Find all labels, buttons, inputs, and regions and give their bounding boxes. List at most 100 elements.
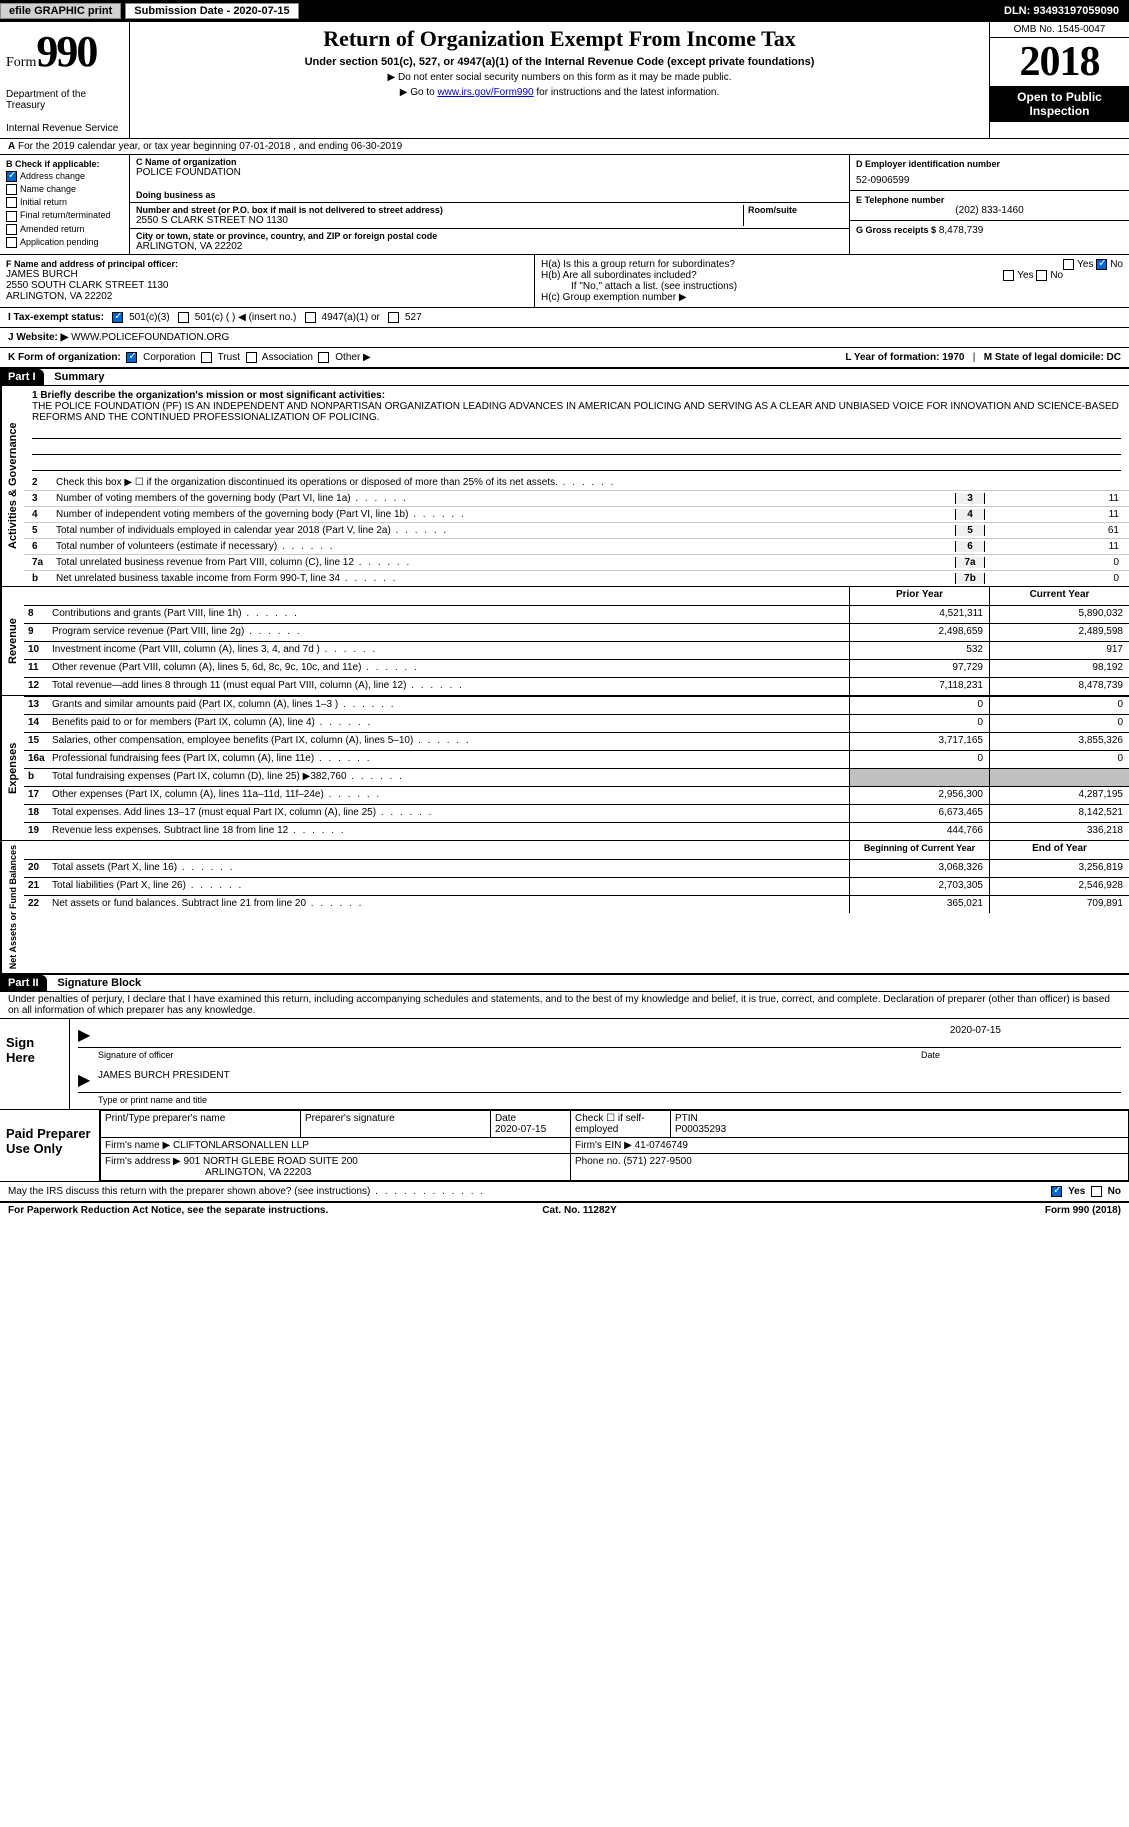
gov-line: bNet unrelated business taxable income f… (24, 570, 1129, 586)
instr-link: ▶ Go to www.irs.gov/Form990 for instruct… (138, 87, 981, 98)
phone: (202) 833-1460 (856, 205, 1123, 216)
gov-line: 5Total number of individuals employed in… (24, 522, 1129, 538)
form990-link[interactable]: www.irs.gov/Form990 (437, 87, 533, 98)
omb: OMB No. 1545-0047 (990, 22, 1129, 38)
chk-name-change[interactable] (6, 184, 17, 195)
firm-phone: (571) 227-9500 (623, 1156, 691, 1167)
side-revenue: Revenue (0, 587, 24, 695)
data-line: 18Total expenses. Add lines 13–17 (must … (24, 804, 1129, 822)
officer-name: JAMES BURCH (6, 269, 528, 280)
org-address: 2550 S CLARK STREET NO 1130 (136, 215, 743, 226)
discuss-yes[interactable] (1051, 1186, 1062, 1197)
data-line: 17Other expenses (Part IX, column (A), l… (24, 786, 1129, 804)
chk-4947[interactable] (305, 312, 316, 323)
beg-year-hdr: Beginning of Current Year (849, 841, 989, 859)
chk-corp[interactable] (126, 352, 137, 363)
gov-line: 2Check this box ▶ ☐ if the organization … (24, 475, 1129, 490)
data-line: bTotal fundraising expenses (Part IX, co… (24, 768, 1129, 786)
chk-501c[interactable] (178, 312, 189, 323)
side-balances: Net Assets or Fund Balances (0, 841, 24, 973)
end-year-hdr: End of Year (989, 841, 1129, 859)
i-row: I Tax-exempt status: 501(c)(3) 501(c) ( … (0, 308, 1129, 328)
data-line: 15Salaries, other compensation, employee… (24, 732, 1129, 750)
b-checkboxes: B Check if applicable: Address change Na… (0, 155, 130, 254)
open-inspection: Open to Public Inspection (990, 86, 1129, 122)
sig-date: 2020-07-15 (950, 1025, 1001, 1045)
prior-year-hdr: Prior Year (849, 587, 989, 605)
data-line: 11Other revenue (Part VIII, column (A), … (24, 659, 1129, 677)
discuss-row: May the IRS discuss this return with the… (0, 1181, 1129, 1201)
ha-no[interactable] (1096, 259, 1107, 270)
firm-ein: 41-0746749 (635, 1140, 688, 1151)
period-row: A For the 2019 calendar year, or tax yea… (0, 139, 1129, 155)
footer: For Paperwork Reduction Act Notice, see … (0, 1201, 1129, 1218)
discuss-no[interactable] (1091, 1186, 1102, 1197)
chk-initial[interactable] (6, 197, 17, 208)
section-fh: F Name and address of principal officer:… (0, 255, 1129, 308)
gov-line: 3Number of voting members of the governi… (24, 490, 1129, 506)
org-name: POLICE FOUNDATION (136, 167, 843, 178)
current-year-hdr: Current Year (989, 587, 1129, 605)
gov-line: 4Number of independent voting members of… (24, 506, 1129, 522)
ein: 52-0906599 (856, 175, 1123, 186)
tax-year: 2018 (990, 38, 1129, 86)
data-line: 22Net assets or fund balances. Subtract … (24, 895, 1129, 913)
subtitle: Under section 501(c), 527, or 4947(a)(1)… (138, 56, 981, 68)
k-row: K Form of organization: Corporation Trus… (0, 348, 1129, 369)
chk-address-change[interactable] (6, 171, 17, 182)
sign-here-block: Sign Here ▶2020-07-15 Signature of offic… (0, 1019, 1129, 1109)
data-line: 21Total liabilities (Part X, line 26)2,7… (24, 877, 1129, 895)
governance-section: Activities & Governance 1 Briefly descri… (0, 386, 1129, 587)
data-line: 12Total revenue—add lines 8 through 11 (… (24, 677, 1129, 695)
chk-amended[interactable] (6, 224, 17, 235)
balances-section: Net Assets or Fund Balances Beginning of… (0, 841, 1129, 975)
preparer-block: Paid Preparer Use Only Print/Type prepar… (0, 1109, 1129, 1181)
gov-line: 7aTotal unrelated business revenue from … (24, 554, 1129, 570)
d-e-g-block: D Employer identification number 52-0906… (849, 155, 1129, 254)
data-line: 9Program service revenue (Part VIII, lin… (24, 623, 1129, 641)
chk-assoc[interactable] (246, 352, 257, 363)
data-line: 14Benefits paid to or for members (Part … (24, 714, 1129, 732)
officer-name-title: JAMES BURCH PRESIDENT (98, 1070, 230, 1090)
part2-header: Part II Signature Block (0, 975, 1129, 992)
firm-name: CLIFTONLARSONALLEN LLP (173, 1140, 309, 1151)
header: Form990 Department of the Treasury Inter… (0, 22, 1129, 139)
chk-pending[interactable] (6, 237, 17, 248)
submission-date: Submission Date - 2020-07-15 (125, 3, 298, 19)
chk-final[interactable] (6, 211, 17, 222)
form-number: 990 (36, 27, 96, 76)
hb-yes[interactable] (1003, 270, 1014, 281)
side-governance: Activities & Governance (0, 386, 24, 586)
hb-no[interactable] (1036, 270, 1047, 281)
chk-501c3[interactable] (112, 312, 123, 323)
dln: DLN: 93493197059090 (1004, 5, 1129, 17)
expenses-section: Expenses 13Grants and similar amounts pa… (0, 696, 1129, 841)
chk-trust[interactable] (201, 352, 212, 363)
form-id-box: Form990 Department of the Treasury Inter… (0, 22, 130, 138)
data-line: 8Contributions and grants (Part VIII, li… (24, 605, 1129, 623)
section-b: B Check if applicable: Address change Na… (0, 155, 1129, 255)
revenue-section: Revenue Prior Year Current Year 8Contrib… (0, 587, 1129, 696)
part1-header: Part I Summary (0, 369, 1129, 386)
form-title: Return of Organization Exempt From Incom… (138, 26, 981, 52)
sig-declaration: Under penalties of perjury, I declare th… (0, 992, 1129, 1019)
side-expenses: Expenses (0, 696, 24, 840)
chk-527[interactable] (388, 312, 399, 323)
efile-print-button[interactable]: efile GRAPHIC print (0, 3, 121, 19)
ptin: P00035293 (675, 1124, 726, 1135)
irs: Internal Revenue Service (6, 123, 123, 134)
h-block: H(a) Is this a group return for subordin… (535, 255, 1129, 307)
mission-text: THE POLICE FOUNDATION (PF) IS AN INDEPEN… (32, 401, 1121, 423)
ha-yes[interactable] (1063, 259, 1074, 270)
website: WWW.POLICEFOUNDATION.ORG (71, 332, 229, 343)
preparer-table: Print/Type preparer's name Preparer's si… (100, 1110, 1129, 1181)
j-row: J Website: ▶ WWW.POLICEFOUNDATION.ORG (0, 328, 1129, 348)
f-block: F Name and address of principal officer:… (0, 255, 535, 307)
instr-ssn: ▶ Do not enter social security numbers o… (138, 72, 981, 83)
data-line: 16aProfessional fundraising fees (Part I… (24, 750, 1129, 768)
c-block: C Name of organization POLICE FOUNDATION… (130, 155, 849, 254)
topbar: efile GRAPHIC print Submission Date - 20… (0, 0, 1129, 22)
org-city: ARLINGTON, VA 22202 (136, 241, 843, 252)
chk-other[interactable] (318, 352, 329, 363)
data-line: 20Total assets (Part X, line 16)3,068,32… (24, 859, 1129, 877)
